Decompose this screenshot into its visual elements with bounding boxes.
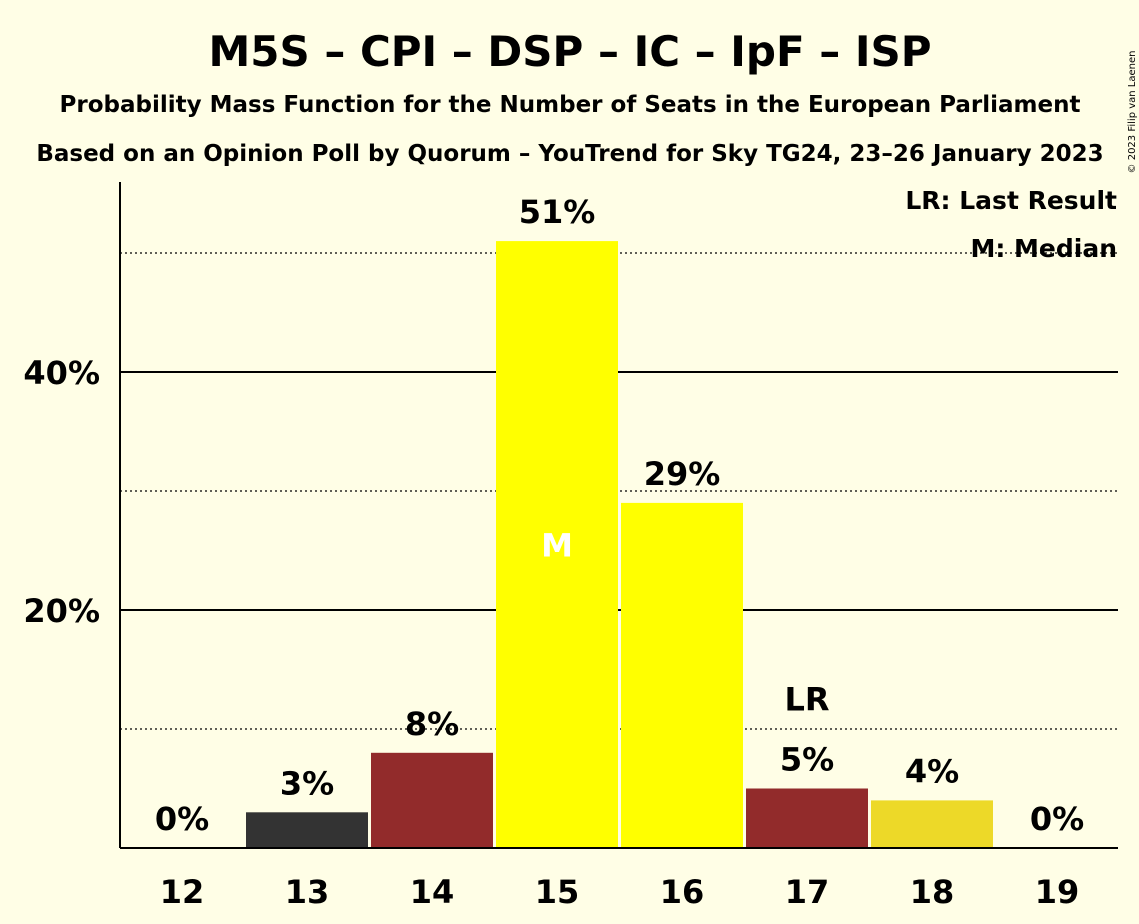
y-tick-labels: 20% 40%: [23, 354, 100, 630]
y-tick-20: 20%: [23, 592, 100, 630]
x-tick-14: 14: [410, 873, 455, 911]
x-tick-18: 18: [910, 873, 955, 911]
x-tick-13: 13: [285, 873, 330, 911]
chart-subtitle-source: Based on an Opinion Poll by Quorum – You…: [36, 141, 1103, 167]
bar-label-19: 0%: [1030, 800, 1084, 838]
bar-label-15: 51%: [519, 193, 596, 231]
legend-median: M: Median: [970, 234, 1117, 263]
x-tick-19: 19: [1035, 873, 1080, 911]
bar-label-14: 8%: [405, 705, 459, 743]
copyright-text: © 2023 Filip van Laenen: [1127, 51, 1138, 174]
bar-label-13: 3%: [280, 764, 334, 802]
median-marker: M: [541, 527, 573, 565]
markers: M LR: [541, 527, 829, 719]
legend-last-result: LR: Last Result: [905, 186, 1117, 215]
last-result-marker: LR: [784, 681, 829, 719]
x-tick-12: 12: [160, 873, 205, 911]
gridlines: [120, 252, 1118, 730]
bar-label-17: 5%: [780, 741, 834, 779]
chart-subtitle: Probability Mass Function for the Number…: [60, 92, 1081, 118]
bar-label-16: 29%: [644, 455, 721, 493]
bar-label-18: 4%: [905, 752, 959, 790]
x-tick-16: 16: [660, 873, 705, 911]
bar-15: [496, 241, 618, 849]
bar-labels: 0% 3% 8% 51% 29% 5% 4% 0%: [155, 193, 1084, 838]
x-tick-labels: 12 13 14 15 16 17 18 19: [160, 873, 1080, 911]
bar-17: [746, 788, 868, 848]
bars: [246, 241, 993, 849]
axes: [119, 182, 1118, 849]
x-tick-17: 17: [785, 873, 830, 911]
bar-14: [371, 752, 493, 848]
y-tick-40: 40%: [23, 354, 100, 392]
chart-title: M5S – CPI – DSP – IC – IpF – ISP: [208, 27, 931, 76]
bar-16: [621, 502, 743, 848]
bar-18: [871, 800, 993, 848]
bar-label-12: 0%: [155, 800, 209, 838]
bar-13: [246, 812, 368, 848]
x-tick-15: 15: [535, 873, 580, 911]
